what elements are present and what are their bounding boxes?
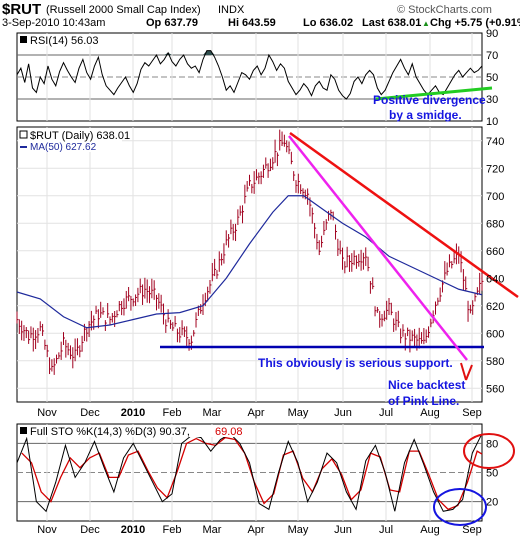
price-ticks: 740 720 700 680 660 640 620 600 580 560 <box>486 136 504 396</box>
overbought-circle <box>463 433 515 469</box>
x-tick-label: Apr <box>247 407 264 419</box>
divergence-line <box>375 86 493 101</box>
backtest-note-2: of Pink Line. <box>388 394 459 408</box>
sto-legend-swatch <box>20 427 27 434</box>
rsi-tick-label: 90 <box>486 28 498 40</box>
price-tick-label: 680 <box>486 218 504 230</box>
rsi-ticks: 90 70 50 30 10 <box>486 28 498 128</box>
price-tick-label: 620 <box>486 301 504 313</box>
last-value: Last 638.01 <box>362 17 421 29</box>
rsi-line <box>16 50 483 100</box>
price-tick-label: 580 <box>486 356 504 368</box>
price-label-bg <box>18 128 122 152</box>
divergence-note-2: by a smidge. <box>389 108 462 122</box>
change-value: Chg +5.75 (+0.91%) <box>430 17 520 29</box>
open-value: Op 637.79 <box>146 17 198 29</box>
pink-trendline <box>288 135 468 361</box>
price-tick-label: 640 <box>486 273 504 285</box>
price-tick-label: 560 <box>486 383 504 395</box>
sto-d-label: 69.08 <box>215 426 243 438</box>
price-bars <box>16 129 484 375</box>
price-tick-label: 720 <box>486 163 504 175</box>
x-tick-label: Jun <box>334 524 352 536</box>
x-tick-label: Aug <box>420 524 440 536</box>
x-tick-label: Jun <box>334 407 352 419</box>
x-tick-label: May <box>288 524 309 536</box>
x-tick-label: Sep <box>462 524 482 536</box>
high-value: Hi 643.59 <box>228 17 276 29</box>
x-tick-label: Dec <box>80 524 100 536</box>
backtest-arrow-shaft <box>460 362 467 381</box>
red-trendline <box>289 131 519 299</box>
price-legend-swatch <box>19 130 28 139</box>
rsi-tick-label: 70 <box>486 50 498 62</box>
price-panel: 740 720 700 680 660 640 620 600 580 560 $RUT (Dai… <box>16 126 519 408</box>
x-tick-label: Mar <box>203 407 222 419</box>
exchange: INDX <box>218 4 245 16</box>
rsi-label: RSI(14) 56.03 <box>30 35 98 47</box>
price-tick-label: 740 <box>486 136 504 148</box>
sto-ticks: 80 50 20 <box>486 438 498 508</box>
price-frame <box>16 126 483 403</box>
x-tick-label: Aug <box>420 407 440 419</box>
symbol: $RUT <box>2 1 41 18</box>
price-tick-label: 700 <box>486 191 504 203</box>
sto-label: Full STO %K(14,3) %D(3) 90.37, <box>30 426 190 438</box>
price-tick-label: 660 <box>486 246 504 258</box>
x-tick-label: 2010 <box>121 407 145 419</box>
sto-tick-label: 20 <box>486 497 498 509</box>
divergence-note-1: Positive divergence <box>373 93 486 107</box>
x-tick-label: Jul <box>379 407 393 419</box>
x-tick-label: Apr <box>247 524 264 536</box>
ma-label: MA(50) 627.62 <box>30 142 97 153</box>
ma50-line <box>16 195 483 329</box>
x-tick-label: Nov <box>37 407 57 419</box>
rsi-panel: 90 70 50 30 10 RSI(14) 56.03 Positive diverg… <box>16 28 498 128</box>
chart-header: $RUT (Russell 2000 Small Cap Index) INDX… <box>2 1 520 29</box>
sto-panel: 80 50 20 Full STO %K(14,3) %D(3) 90.37, 69… <box>16 423 515 526</box>
x-tick-label: Dec <box>80 407 100 419</box>
rsi-tick-label: 50 <box>486 72 498 84</box>
sto-tick-label: 80 <box>486 438 498 450</box>
watermark: © StockCharts.com <box>397 4 492 16</box>
backtest-note-1: Nice backtest <box>388 378 465 392</box>
rsi-tick-label: 30 <box>486 94 498 106</box>
backtest-arrow-head <box>465 364 473 381</box>
rsi-label-bg <box>18 34 104 46</box>
price-tick-label: 600 <box>486 328 504 340</box>
price-label: $RUT (Daily) 638.01 <box>30 130 130 142</box>
x-tick-label: 2010 <box>121 524 145 536</box>
x-tick-label: Sep <box>462 407 482 419</box>
rsi-tick-label: 10 <box>486 116 498 128</box>
x-tick-label: Nov <box>37 524 57 536</box>
oversold-circle <box>433 488 487 526</box>
x-axis-sto: Nov Dec 2010 Feb Mar Apr May Jun Jul Aug Sep <box>37 524 482 536</box>
up-arrow-icon: ▲ <box>422 19 430 28</box>
sto-k-line <box>16 433 483 513</box>
x-tick-label: Jul <box>379 524 393 536</box>
x-tick-label: May <box>288 407 309 419</box>
low-value: Lo 636.02 <box>303 17 353 29</box>
sto-tick-label: 50 <box>486 468 498 480</box>
x-tick-label: Mar <box>203 524 222 536</box>
rsi-legend-swatch <box>20 36 27 43</box>
datetime: 3-Sep-2010 10:43am <box>2 17 105 29</box>
x-tick-label: Feb <box>163 407 182 419</box>
x-axis-price: Nov Dec 2010 Feb Mar Apr May Jun Jul Aug Sep <box>37 407 482 419</box>
sto-label-bg <box>18 425 253 437</box>
index-name: (Russell 2000 Small Cap Index) <box>46 4 201 16</box>
support-note: This obviously is serious support. <box>258 356 453 370</box>
x-tick-label: Feb <box>163 524 182 536</box>
sto-frame <box>16 423 483 522</box>
